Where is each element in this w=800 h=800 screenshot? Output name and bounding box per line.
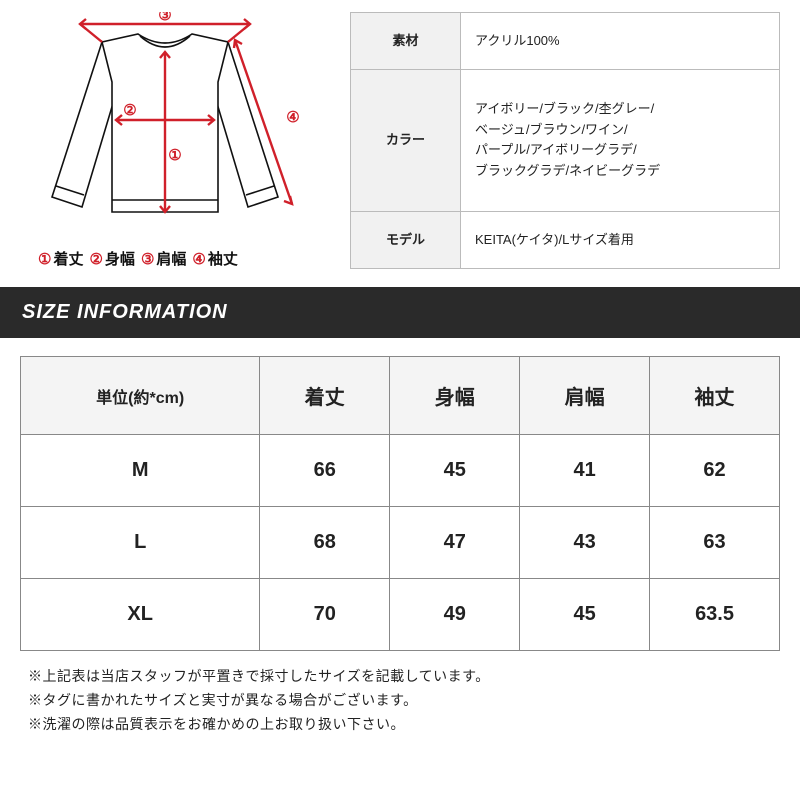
note-line: ※タグに書かれたサイズと実寸が異なる場合がございます。 — [28, 689, 772, 713]
size-col-header: 着丈 — [260, 357, 390, 435]
size-cell: 47 — [390, 507, 520, 579]
size-row: XL 70 49 45 63.5 — [21, 579, 780, 651]
legend-num: ④ — [192, 250, 205, 268]
diagram-column: ③ ① ② ④ ① 着丈 ② 身幅 ③ 肩幅 ④ 袖丈 — [20, 12, 330, 269]
size-name: L — [21, 507, 260, 579]
legend-num: ③ — [141, 250, 154, 268]
notes: ※上記表は当店スタッフが平置きで採寸したサイズを記載しています。 ※タグに書かれ… — [0, 651, 800, 754]
size-row: M 66 45 41 62 — [21, 435, 780, 507]
marker-2: ② — [123, 102, 136, 119]
size-cell: 62 — [650, 435, 780, 507]
legend-label: 袖丈 — [208, 248, 238, 269]
size-cell: 45 — [390, 435, 520, 507]
size-name: M — [21, 435, 260, 507]
legend-label: 身幅 — [105, 248, 135, 269]
spec-row: モデル KEITA(ケイタ)/Lサイズ着用 — [351, 212, 780, 269]
legend-label: 着丈 — [53, 248, 83, 269]
size-cell: 70 — [260, 579, 390, 651]
shirt-diagram: ③ ① ② ④ — [20, 12, 330, 242]
marker-4: ④ — [286, 109, 299, 126]
legend-label: 肩幅 — [156, 248, 186, 269]
note-line: ※上記表は当店スタッフが平置きで採寸したサイズを記載しています。 — [28, 665, 772, 689]
size-row: L 68 47 43 63 — [21, 507, 780, 579]
size-col-header: 肩幅 — [520, 357, 650, 435]
legend-item: ③ 肩幅 — [141, 248, 186, 269]
size-cell: 45 — [520, 579, 650, 651]
spec-row: カラー アイボリー/ブラック/杢グレー/ ベージュ/ブラウン/ワイン/ パープル… — [351, 69, 780, 211]
legend-item: ② 身幅 — [89, 248, 134, 269]
spec-label: 素材 — [351, 13, 461, 70]
spec-value: アクリル100% — [461, 13, 780, 70]
spec-value: KEITA(ケイタ)/Lサイズ着用 — [461, 212, 780, 269]
size-col-header: 身幅 — [390, 357, 520, 435]
size-cell: 63 — [650, 507, 780, 579]
size-col-header: 袖丈 — [650, 357, 780, 435]
legend-item: ① 着丈 — [38, 248, 83, 269]
legend: ① 着丈 ② 身幅 ③ 肩幅 ④ 袖丈 — [20, 248, 330, 269]
spec-value: アイボリー/ブラック/杢グレー/ ベージュ/ブラウン/ワイン/ パープル/アイボ… — [461, 69, 780, 211]
legend-num: ② — [89, 250, 102, 268]
unit-header: 単位(約*cm) — [21, 357, 260, 435]
size-table: 単位(約*cm) 着丈 身幅 肩幅 袖丈 M 66 45 41 62 L 68 … — [20, 356, 780, 651]
note-line: ※洗濯の際は品質表示をお確かめの上お取り扱い下さい。 — [28, 713, 772, 737]
top-section: ③ ① ② ④ ① 着丈 ② 身幅 ③ 肩幅 ④ 袖丈 — [0, 0, 800, 277]
size-cell: 63.5 — [650, 579, 780, 651]
spec-row: 素材 アクリル100% — [351, 13, 780, 70]
spec-label: モデル — [351, 212, 461, 269]
marker-1: ① — [168, 147, 181, 164]
spec-label: カラー — [351, 69, 461, 211]
size-name: XL — [21, 579, 260, 651]
size-cell: 68 — [260, 507, 390, 579]
size-cell: 41 — [520, 435, 650, 507]
spec-table: 素材 アクリル100% カラー アイボリー/ブラック/杢グレー/ ベージュ/ブラ… — [350, 12, 780, 269]
size-cell: 49 — [390, 579, 520, 651]
legend-num: ① — [38, 250, 51, 268]
size-cell: 43 — [520, 507, 650, 579]
size-header-row: 単位(約*cm) 着丈 身幅 肩幅 袖丈 — [21, 357, 780, 435]
section-title: SIZE INFORMATION — [0, 287, 800, 338]
marker-3: ③ — [158, 12, 171, 24]
legend-item: ④ 袖丈 — [192, 248, 237, 269]
size-cell: 66 — [260, 435, 390, 507]
